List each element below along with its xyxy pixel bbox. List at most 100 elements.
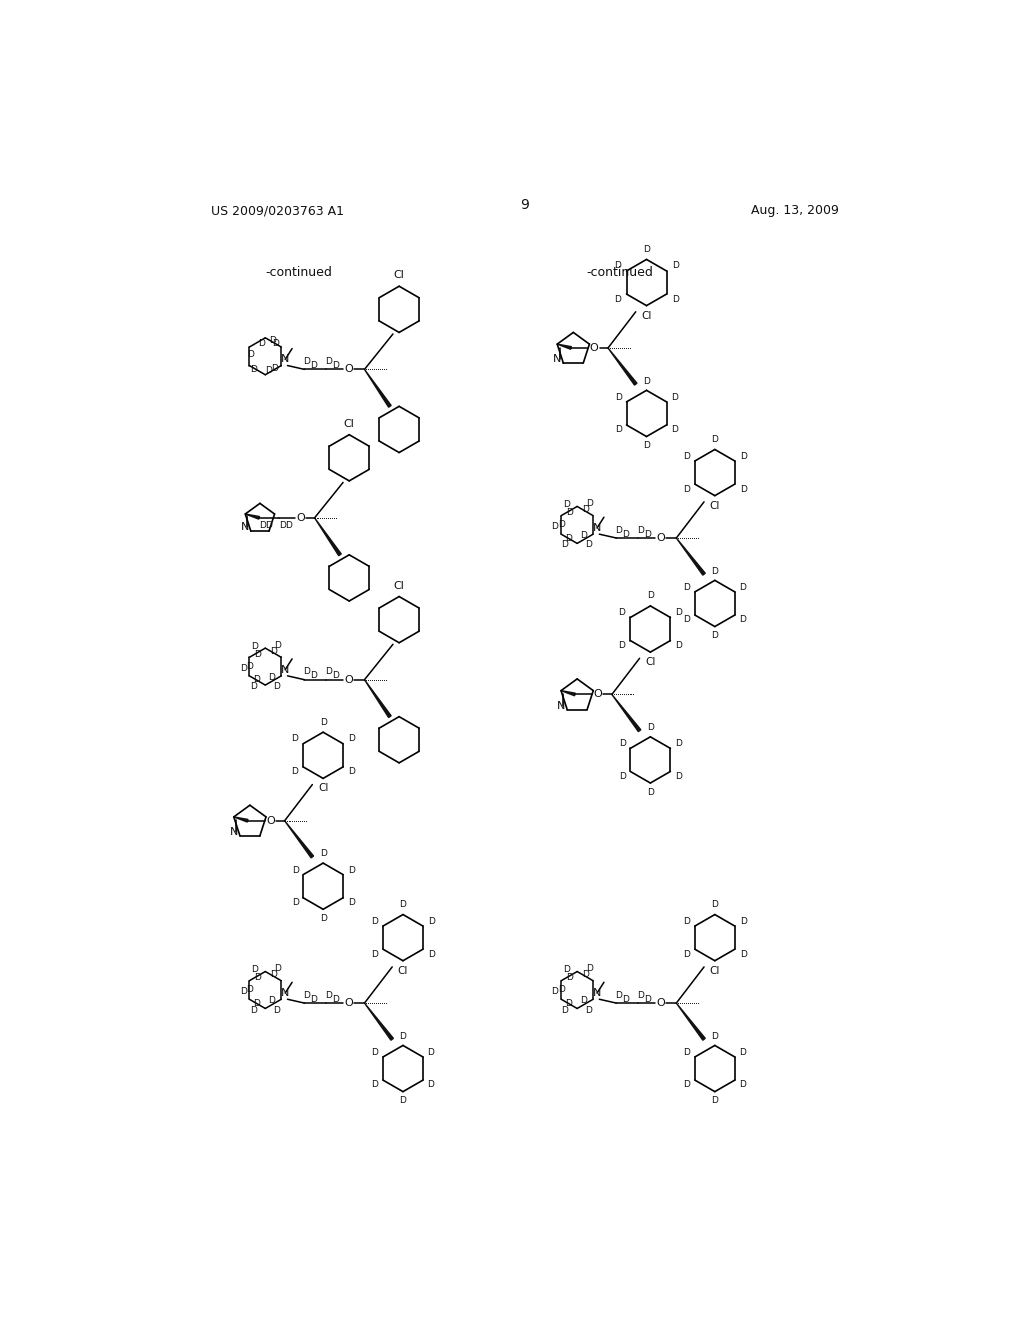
Text: -continued: -continued xyxy=(265,265,332,279)
Text: D: D xyxy=(712,1032,718,1040)
Text: D: D xyxy=(325,358,332,366)
Text: D: D xyxy=(671,425,678,434)
Text: US 2009/0203763 A1: US 2009/0203763 A1 xyxy=(211,205,344,218)
Text: D: D xyxy=(399,900,407,909)
Text: D: D xyxy=(637,991,643,999)
Text: D: D xyxy=(552,987,558,997)
Text: O: O xyxy=(296,513,305,523)
Text: D: D xyxy=(671,393,678,401)
Text: D: D xyxy=(618,739,626,748)
Polygon shape xyxy=(612,694,641,731)
Text: D: D xyxy=(310,672,317,680)
Text: N: N xyxy=(281,665,290,675)
Text: D: D xyxy=(292,866,299,875)
Polygon shape xyxy=(233,817,248,822)
Text: D: D xyxy=(712,1097,718,1105)
Text: D: D xyxy=(399,1032,407,1040)
Text: D: D xyxy=(740,451,746,461)
Text: D: D xyxy=(582,506,589,513)
Text: D: D xyxy=(273,682,281,692)
Text: D: D xyxy=(675,739,682,748)
Text: D: D xyxy=(258,339,265,348)
Text: -continued: -continued xyxy=(586,265,653,279)
Text: D: D xyxy=(348,767,355,776)
Text: O: O xyxy=(345,675,353,685)
Text: D: D xyxy=(371,916,378,925)
Text: D: D xyxy=(310,995,317,1003)
Text: Cl: Cl xyxy=(344,418,354,429)
Text: D: D xyxy=(399,1097,407,1105)
Text: D: D xyxy=(683,949,689,958)
Text: D: D xyxy=(622,529,629,539)
Text: D: D xyxy=(348,734,355,743)
Text: D: D xyxy=(319,849,327,858)
Polygon shape xyxy=(365,370,391,407)
Text: N: N xyxy=(557,701,565,710)
Text: N: N xyxy=(241,523,249,532)
Text: D: D xyxy=(319,913,327,923)
Text: Cl: Cl xyxy=(710,500,720,511)
Text: D: D xyxy=(246,986,253,994)
Text: D: D xyxy=(292,898,299,907)
Text: D: D xyxy=(615,425,622,434)
Text: D: D xyxy=(303,668,310,676)
Text: D: D xyxy=(739,583,746,591)
Text: D: D xyxy=(615,991,622,999)
Text: D: D xyxy=(310,362,317,370)
Text: N: N xyxy=(553,354,561,364)
Text: D: D xyxy=(254,973,261,982)
Text: Cl: Cl xyxy=(641,310,651,321)
Text: D: D xyxy=(303,991,310,999)
Text: Aug. 13, 2009: Aug. 13, 2009 xyxy=(751,205,839,218)
Text: D: D xyxy=(644,995,650,1003)
Text: D: D xyxy=(268,337,275,346)
Text: D: D xyxy=(683,451,689,461)
Text: D: D xyxy=(558,986,564,994)
Text: D: D xyxy=(566,508,572,517)
Text: D: D xyxy=(371,949,378,958)
Text: D: D xyxy=(566,973,572,982)
Text: D: D xyxy=(643,246,650,253)
Text: D: D xyxy=(251,642,258,651)
Text: O: O xyxy=(656,533,666,543)
Text: D: D xyxy=(614,294,622,304)
Text: D: D xyxy=(563,500,569,510)
Text: D: D xyxy=(676,642,682,649)
Text: D: D xyxy=(265,521,271,531)
Text: D: D xyxy=(643,441,650,450)
Text: N: N xyxy=(281,989,290,998)
Text: D: D xyxy=(675,772,682,780)
Text: D: D xyxy=(248,350,254,359)
Polygon shape xyxy=(676,539,706,576)
Text: D: D xyxy=(647,788,653,797)
Text: D: D xyxy=(712,900,718,909)
Text: D: D xyxy=(254,649,261,659)
Text: O: O xyxy=(594,689,602,700)
Text: N: N xyxy=(593,989,601,998)
Text: D: D xyxy=(319,718,327,727)
Text: D: D xyxy=(274,964,281,973)
Text: D: D xyxy=(615,525,622,535)
Text: D: D xyxy=(332,995,339,1003)
Text: D: D xyxy=(251,965,258,974)
Text: D: D xyxy=(614,261,622,271)
Text: Cl: Cl xyxy=(710,966,720,975)
Text: D: D xyxy=(586,540,592,549)
Text: D: D xyxy=(683,1048,690,1057)
Text: D: D xyxy=(271,339,279,347)
Text: D: D xyxy=(291,734,298,743)
Text: D: D xyxy=(265,367,271,375)
Polygon shape xyxy=(561,690,575,696)
Text: D: D xyxy=(647,723,653,733)
Polygon shape xyxy=(246,513,259,519)
Polygon shape xyxy=(557,345,571,350)
Text: D: D xyxy=(251,364,257,374)
Text: D: D xyxy=(643,376,650,385)
Text: D: D xyxy=(246,663,253,671)
Text: D: D xyxy=(672,294,679,304)
Text: D: D xyxy=(428,1080,434,1089)
Text: D: D xyxy=(428,949,435,958)
Text: D: D xyxy=(712,566,718,576)
Text: D: D xyxy=(332,362,339,370)
Text: D: D xyxy=(672,261,679,271)
